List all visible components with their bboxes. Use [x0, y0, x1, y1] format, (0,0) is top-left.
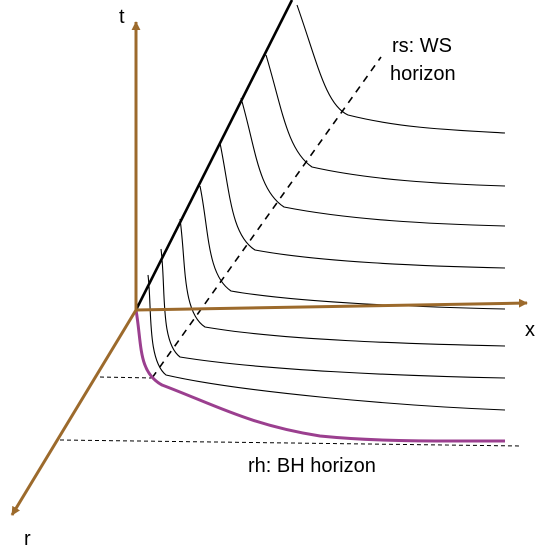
slice-curve [296, 4, 506, 134]
slice-curve [179, 218, 506, 347]
slice-curves [147, 4, 506, 411]
bh-horizon-label: rh: BH horizon [248, 455, 376, 477]
slice-curve [265, 54, 506, 187]
t-axis-label: t [119, 6, 125, 28]
rs-level-dashed-line [99, 376, 153, 379]
x-axis [135, 298, 528, 312]
rs-horizon-dashed-line [151, 56, 382, 379]
slice-curve [147, 274, 506, 411]
ws-horizon-label-line2: horizon [390, 63, 456, 85]
boundary-line [134, 0, 294, 311]
bh-horizon-curve [134, 309, 506, 443]
slice-curve [199, 185, 506, 310]
r-axis-label: r [24, 528, 31, 550]
slice-curve [219, 142, 506, 269]
slice-curve [240, 97, 506, 227]
r-axis [10, 309, 138, 516]
x-axis-label: x [525, 319, 535, 341]
ws-horizon-label-line1: rs: WS [392, 35, 452, 57]
slice-curve [160, 248, 506, 379]
